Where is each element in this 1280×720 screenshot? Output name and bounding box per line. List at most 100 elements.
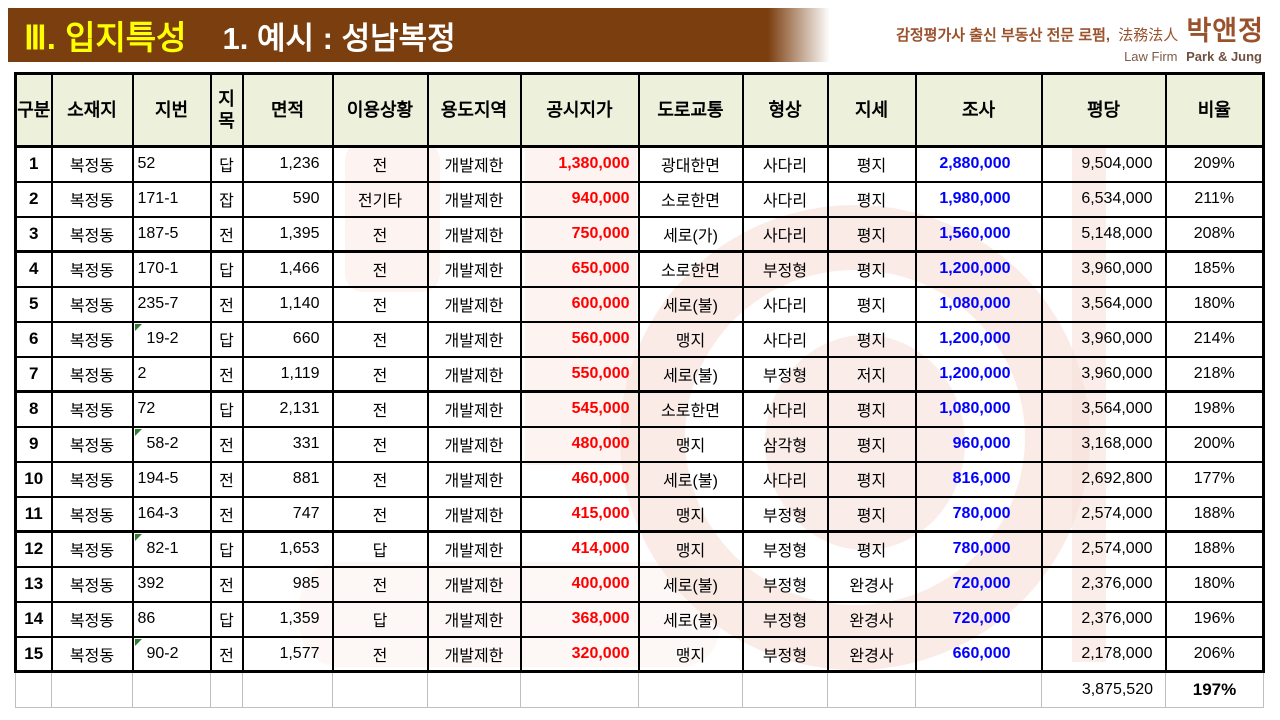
cell-use: 전 [331,215,429,253]
cell-jibun: 170-1 [131,250,212,288]
cell-zone: 개발제한 [426,285,522,323]
col-header-zone: 용도지역 [426,72,522,148]
cell-shape: 사다리 [741,320,829,358]
table-row: 10 복정동 194-5 전 881 전 개발제한 460,000 세로(불) 사다리 평지 816,… [14,460,1265,498]
cell-sojaeji: 복정동 [50,600,134,638]
cell-pyeong: 5,148,000 [1040,215,1167,253]
cell-use: 답 [331,600,429,638]
cell-survey: 1,200,000 [914,250,1043,288]
cell-sojaeji: 복정동 [50,355,134,393]
cell-terrain: 평지 [826,460,917,498]
cell-survey: 960,000 [914,425,1043,463]
cell-road: 세로(불) [637,285,744,323]
cell-official: 940,000 [519,180,640,218]
cell-no: 8 [14,390,53,428]
cell-use: 전 [331,495,429,533]
cell-ratio: 198% [1164,390,1265,428]
firm-logo: 감정평가사 출신 부동산 전문 로펌, 法務法人 박앤정 Law Firm Pa… [896,15,1264,65]
total-empty-cell [520,671,639,708]
cell-jibun: 90-2 [131,635,212,673]
table-row: 13 복정동 392 전 985 전 개발제한 400,000 세로(불) 부정형 완경사 720,0… [14,565,1265,603]
cell-road: 맹지 [637,495,744,533]
total-empty-cell [51,671,133,708]
comment-flag-icon [134,534,142,541]
col-header-jimok: 지목 [209,72,244,148]
cell-zone: 개발제한 [426,145,522,183]
cell-shape: 삼각형 [741,425,829,463]
cell-no: 4 [14,250,53,288]
cell-road: 세로(불) [637,600,744,638]
firm-tagline-line: 감정평가사 출신 부동산 전문 로펌, 法務法人 박앤정 [896,15,1264,49]
cell-survey: 1,200,000 [914,320,1043,358]
cell-sojaeji: 복정동 [50,495,134,533]
cell-official: 400,000 [519,565,640,603]
cell-area: 1,395 [241,215,334,253]
cell-jibun: 235-7 [131,285,212,323]
table-footer: 3,875,520 197% [15,671,1264,708]
cell-zone: 개발제한 [426,600,522,638]
parcel-table: 구분 소재지 지번 지목 면적 이용상황 용도지역 공시지가 도로교통 형상 지… [14,72,1265,708]
cell-road: 소로한면 [637,250,744,288]
cell-shape: 사다리 [741,460,829,498]
cell-sojaeji: 복정동 [50,425,134,463]
cell-no: 12 [14,530,53,568]
cell-road: 세로(불) [637,460,744,498]
cell-jimok: 전 [209,495,244,533]
cell-official: 600,000 [519,285,640,323]
cell-sojaeji: 복정동 [50,530,134,568]
cell-no: 1 [14,145,53,183]
col-header-road: 도로교통 [637,72,744,148]
cell-shape: 사다리 [741,285,829,323]
table-row: 11 복정동 164-3 전 747 전 개발제한 415,000 맹지 부정형 평지 780,000… [14,495,1265,533]
cell-ratio: 177% [1164,460,1265,498]
total-empty-cell [15,671,52,708]
cell-terrain: 평지 [826,530,917,568]
cell-pyeong: 2,376,000 [1040,565,1167,603]
cell-area: 590 [241,180,334,218]
cell-ratio: 185% [1164,250,1265,288]
total-empty-cell [132,671,211,708]
cell-terrain: 평지 [826,215,917,253]
total-empty-cell [638,671,743,708]
cell-area: 985 [241,565,334,603]
total-row: 3,875,520 197% [15,671,1264,708]
total-empty-cell [427,671,521,708]
cell-jimok: 전 [209,285,244,323]
cell-pyeong: 3,564,000 [1040,390,1167,428]
table-row: 15 복정동 90-2 전 1,577 전 개발제한 320,000 맹지 부정형 완경사 660,0… [14,635,1265,673]
cell-shape: 사다리 [741,390,829,428]
cell-no: 7 [14,355,53,393]
cell-shape: 부정형 [741,250,829,288]
cell-use: 전 [331,635,429,673]
cell-official: 560,000 [519,320,640,358]
cell-area: 331 [241,425,334,463]
cell-terrain: 평지 [826,285,917,323]
cell-zone: 개발제한 [426,635,522,673]
cell-jimok: 전 [209,460,244,498]
cell-pyeong: 3,168,000 [1040,425,1167,463]
title-bar: Ⅲ. 입지특성 1. 예시 : 성남복정 [8,8,830,62]
cell-no: 9 [14,425,53,463]
col-header-sojaeji: 소재지 [50,72,134,148]
cell-sojaeji: 복정동 [50,565,134,603]
cell-jibun: 187-5 [131,215,212,253]
cell-survey: 720,000 [914,565,1043,603]
col-header-terrain: 지세 [826,72,917,148]
cell-official: 368,000 [519,600,640,638]
cell-ratio: 214% [1164,320,1265,358]
firm-english-prefix: Law Firm [1124,48,1178,64]
cell-area: 747 [241,495,334,533]
cell-jibun: 82-1 [131,530,212,568]
cell-survey: 780,000 [914,530,1043,568]
comment-flag-icon [134,323,142,331]
cell-use: 전 [331,320,429,358]
cell-no: 10 [14,460,53,498]
cell-jimok: 답 [209,600,244,638]
cell-shape: 부정형 [741,600,829,638]
cell-pyeong: 3,960,000 [1040,320,1167,358]
cell-use: 전 [331,355,429,393]
cell-zone: 개발제한 [426,495,522,533]
table-row: 6 복정동 19-2 답 660 전 개발제한 560,000 맹지 사다리 평지 1,200,000… [14,320,1265,358]
table-row: 4 복정동 170-1 답 1,466 전 개발제한 650,000 소로한면 부정형 평지 1,20… [14,250,1265,288]
firm-name-korean: 박앤정 [1186,16,1264,46]
